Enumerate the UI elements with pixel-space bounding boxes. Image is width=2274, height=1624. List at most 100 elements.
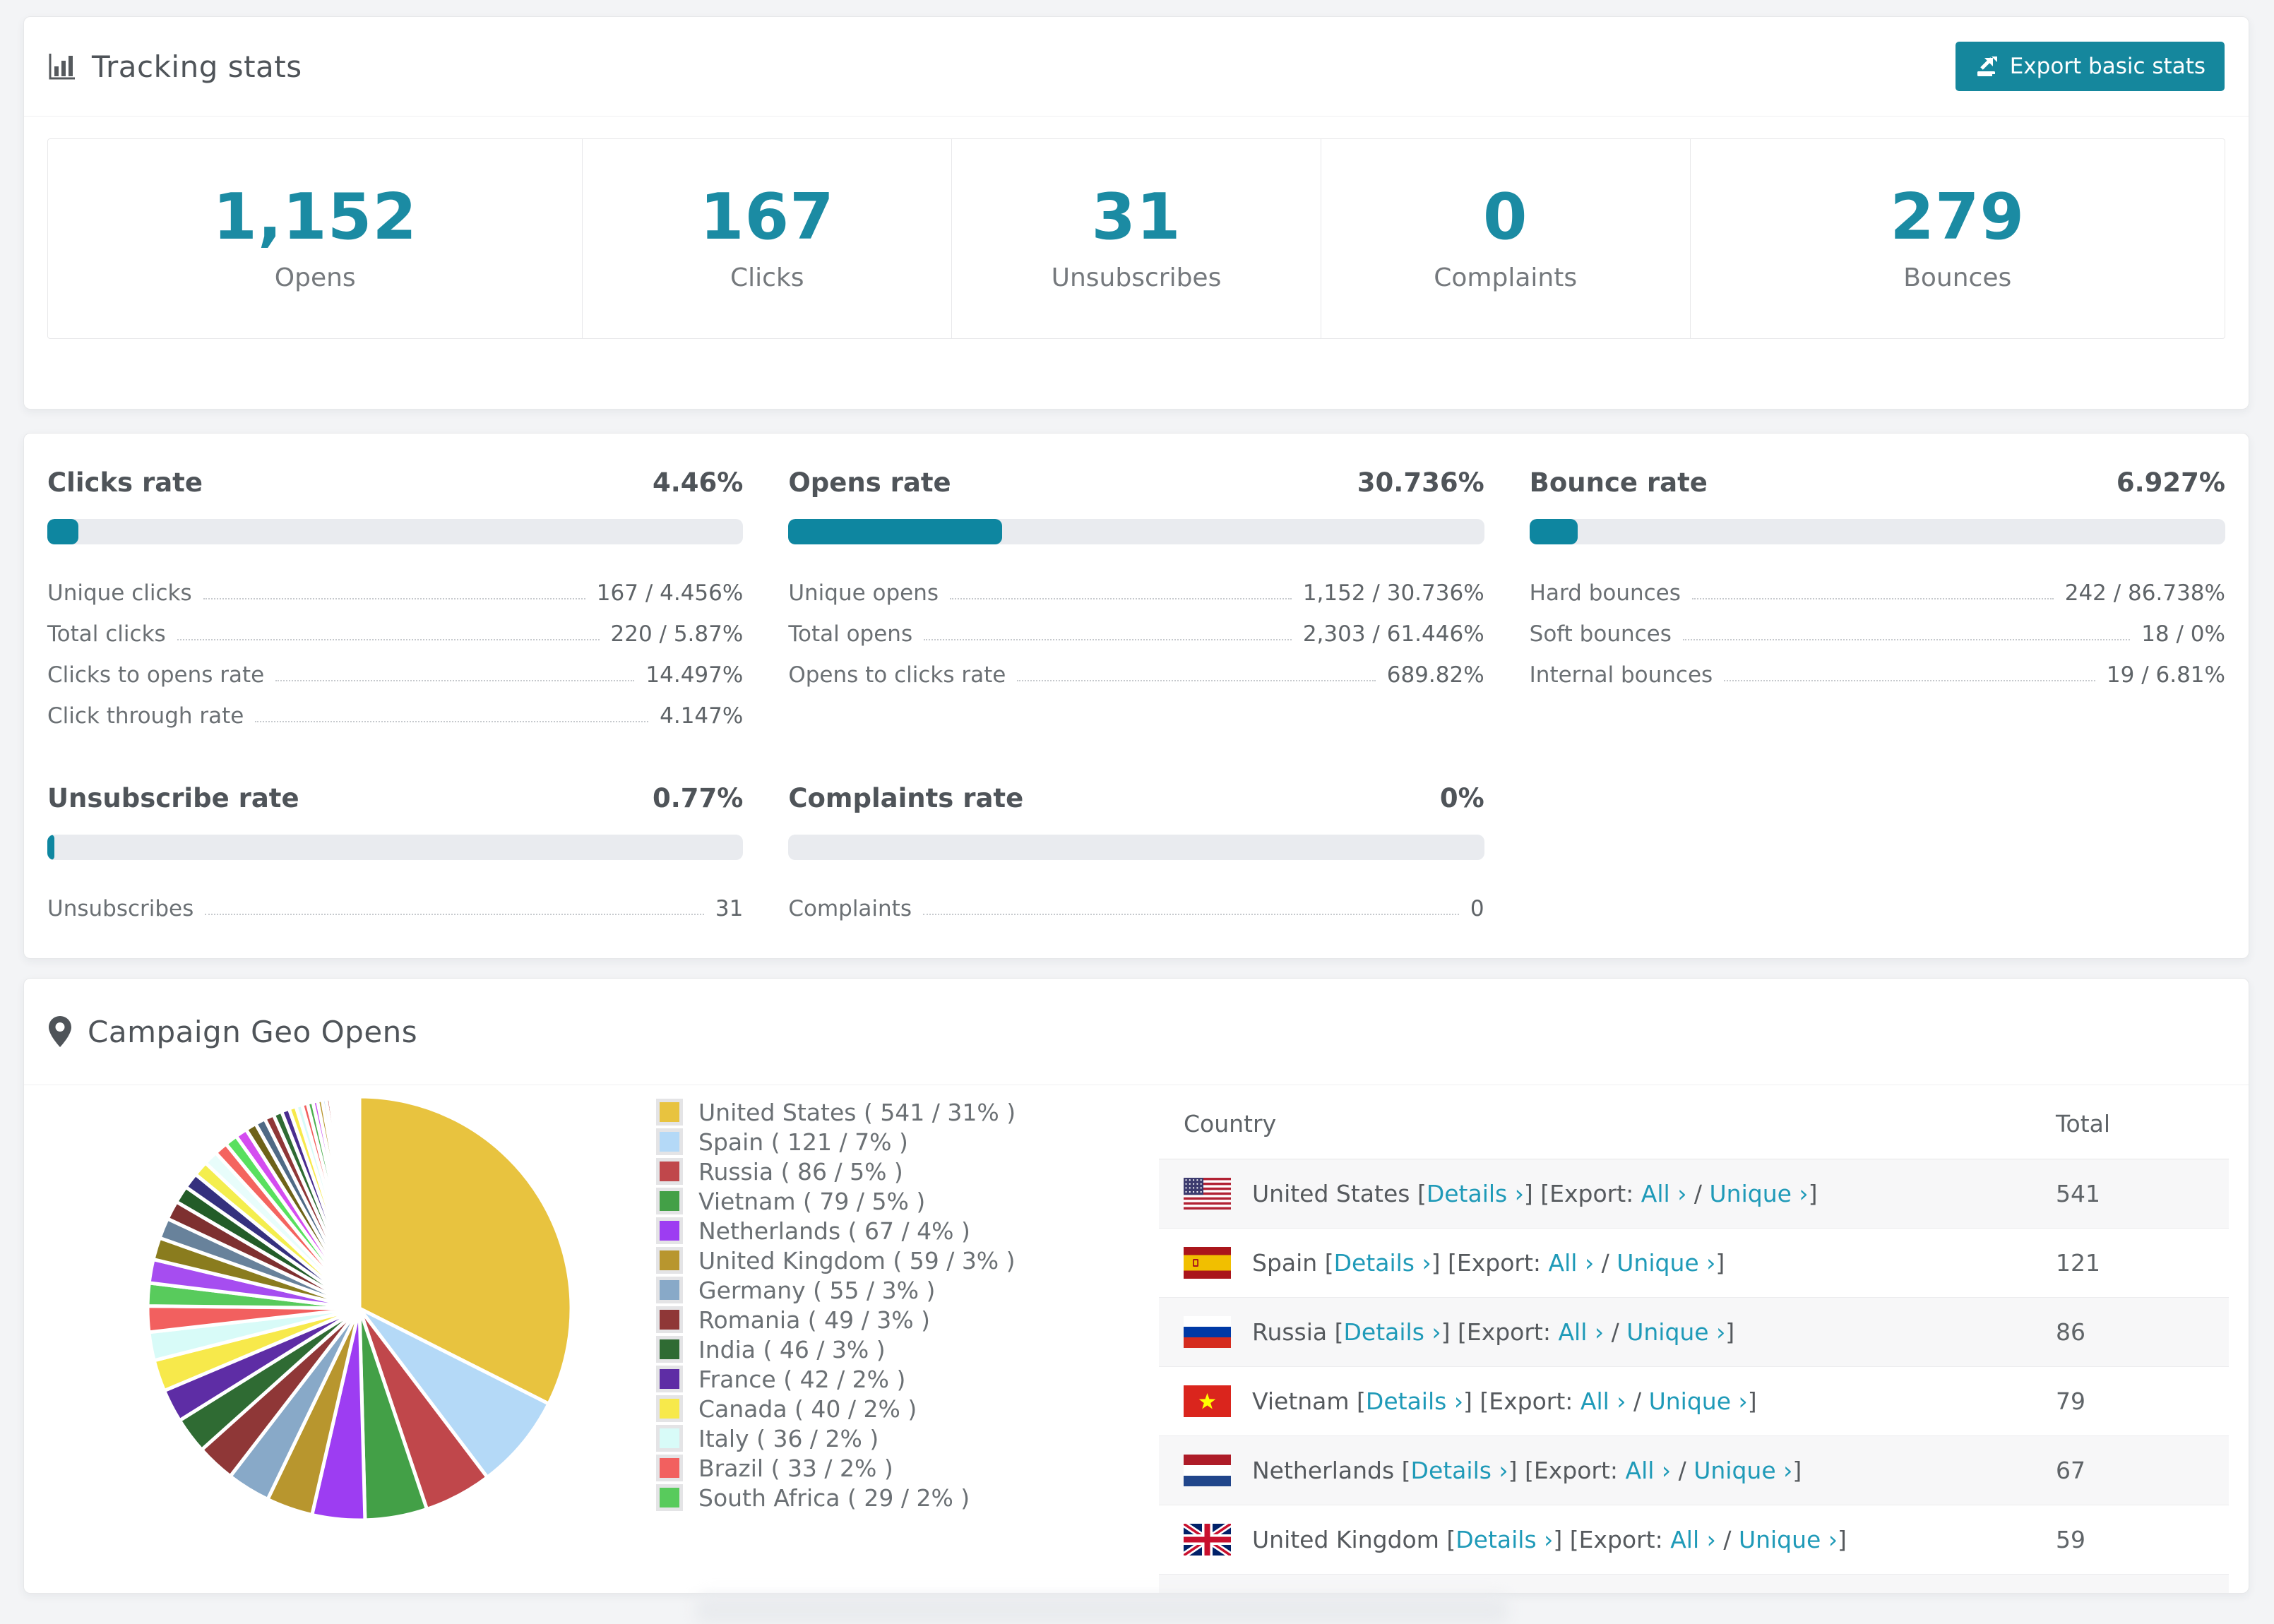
legend-item: Russia ( 86 / 5% ) bbox=[656, 1157, 1016, 1186]
rate-value: 0% bbox=[1439, 783, 1484, 813]
export-unique-link[interactable]: Unique › bbox=[1709, 1180, 1809, 1207]
rate-metric-label: Complaints bbox=[788, 896, 912, 921]
rate-metric-row: Complaints 0 bbox=[788, 888, 1484, 929]
bracket: [ bbox=[1324, 1249, 1334, 1277]
rate-metric-row: Unique clicks 167 / 4.456% bbox=[47, 573, 743, 614]
rate-block-bounce-rate: Bounce rate 6.927% Hard bounces 242 / 86.73… bbox=[1529, 467, 2225, 736]
rate-metric-value: 1,152 / 30.736% bbox=[1302, 580, 1484, 606]
rate-block-header: Bounce rate 6.927% bbox=[1530, 467, 2225, 498]
legend-swatch bbox=[656, 1217, 683, 1244]
legend-swatch bbox=[656, 1128, 683, 1155]
legend-label: India ( 46 / 3% ) bbox=[698, 1335, 886, 1363]
export-all-link[interactable]: All › bbox=[1580, 1387, 1626, 1415]
export-basic-stats-button[interactable]: Export basic stats bbox=[1955, 42, 2225, 91]
export-unique-link[interactable]: Unique › bbox=[1648, 1387, 1748, 1415]
dotted-leader bbox=[1691, 598, 2054, 599]
dotted-leader bbox=[950, 598, 1292, 599]
export-unique-link[interactable]: Unique › bbox=[1617, 1249, 1716, 1277]
country-name: Russia bbox=[1252, 1318, 1335, 1346]
bracket: [ bbox=[1334, 1318, 1344, 1346]
stat-card-complaints: 0 Complaints bbox=[1321, 139, 1691, 338]
rate-metric-row: Soft bounces 18 / 0% bbox=[1530, 614, 2225, 655]
details-link[interactable]: Details › bbox=[1365, 1387, 1464, 1415]
dotted-leader bbox=[924, 639, 1292, 640]
export-unique-link[interactable]: Unique › bbox=[1738, 1526, 1838, 1553]
legend-item: Netherlands ( 67 / 4% ) bbox=[656, 1216, 1016, 1246]
legend-item: United Kingdom ( 59 / 3% ) bbox=[656, 1246, 1016, 1275]
country-cell: United Kingdom [Details ›] [Export: All … bbox=[1252, 1526, 2035, 1553]
rate-metric-value: 220 / 5.87% bbox=[610, 621, 744, 647]
below-fold-shadow bbox=[696, 1596, 1508, 1624]
bracket: [ bbox=[1417, 1180, 1427, 1207]
rates-grid: Clicks rate 4.46% Unique clicks 167 / 4.456… bbox=[24, 434, 2249, 929]
campaign-geo-opens-card: Campaign Geo Opens United States ( 541 /… bbox=[23, 978, 2249, 1594]
country-cell: Netherlands [Details ›] [Export: All › /… bbox=[1252, 1457, 2035, 1484]
bracket: ] bbox=[1747, 1387, 1757, 1415]
geo-table-header: Country Total bbox=[1159, 1088, 2229, 1159]
country-name: Netherlands bbox=[1252, 1457, 1402, 1484]
rate-value: 6.927% bbox=[2116, 467, 2225, 498]
bracket: ] bbox=[1725, 1318, 1735, 1346]
country-total: 121 bbox=[2056, 1249, 2100, 1277]
legend-swatch bbox=[656, 1099, 683, 1126]
legend-item: Canada ( 40 / 2% ) bbox=[656, 1394, 1016, 1423]
rate-metric-label: Total clicks bbox=[47, 621, 166, 647]
legend-label: South Africa ( 29 / 2% ) bbox=[698, 1483, 970, 1512]
dotted-leader bbox=[1017, 680, 1376, 681]
dotted-leader bbox=[1724, 680, 2095, 681]
rate-progress-fill bbox=[1529, 519, 1578, 544]
details-link[interactable]: Details › bbox=[1343, 1318, 1441, 1346]
bracket: ] [Export: bbox=[1553, 1526, 1671, 1553]
rates-card: Clicks rate 4.46% Unique clicks 167 / 4.456… bbox=[23, 433, 2249, 959]
rate-metric-label: Opens to clicks rate bbox=[788, 662, 1006, 688]
legend-label: Germany ( 55 / 3% ) bbox=[698, 1276, 936, 1304]
country-total: 79 bbox=[2056, 1387, 2085, 1415]
slash: / bbox=[1594, 1249, 1617, 1277]
legend-label: Romania ( 49 / 3% ) bbox=[698, 1306, 930, 1334]
rate-metric-row: Total clicks 220 / 5.87% bbox=[47, 614, 743, 655]
rate-metric-value: 242 / 86.738% bbox=[2064, 580, 2225, 606]
legend-swatch bbox=[656, 1277, 683, 1303]
column-country: Country bbox=[1184, 1109, 1277, 1138]
table-row-es: Spain [Details ›] [Export: All › / Uniqu… bbox=[1159, 1229, 2229, 1298]
country-total: 59 bbox=[2056, 1526, 2085, 1553]
export-all-link[interactable]: All › bbox=[1670, 1526, 1716, 1553]
rate-block-unsubscribe-rate: Unsubscribe rate 0.77% Unsubscribes 31 bbox=[47, 783, 744, 929]
geo-table: Country Total United States [Details ›] … bbox=[1159, 1088, 2229, 1593]
details-link[interactable]: Details › bbox=[1333, 1249, 1431, 1277]
bracket: [ bbox=[1446, 1526, 1456, 1553]
rate-title: Complaints rate bbox=[788, 783, 1024, 813]
export-all-link[interactable]: All › bbox=[1641, 1180, 1687, 1207]
stat-card-bounces: 279 Bounces bbox=[1691, 139, 2225, 338]
rate-metric-value: 19 / 6.81% bbox=[2106, 662, 2225, 688]
geo-pie-chart[interactable] bbox=[126, 1075, 593, 1541]
export-all-link[interactable]: All › bbox=[1548, 1249, 1595, 1277]
rate-title: Opens rate bbox=[788, 467, 951, 498]
details-link[interactable]: Details › bbox=[1410, 1457, 1508, 1484]
rate-block-header: Unsubscribe rate 0.77% bbox=[47, 783, 743, 813]
export-unique-link[interactable]: Unique › bbox=[1693, 1457, 1793, 1484]
rate-title: Bounce rate bbox=[1529, 467, 1708, 498]
rate-value: 0.77% bbox=[652, 783, 744, 813]
export-button-label: Export basic stats bbox=[2009, 54, 2205, 79]
legend-swatch bbox=[656, 1247, 683, 1274]
rate-metric-label: Soft bounces bbox=[1529, 621, 1672, 647]
legend-item: France ( 42 / 2% ) bbox=[656, 1364, 1016, 1394]
legend-item: Germany ( 55 / 3% ) bbox=[656, 1275, 1016, 1305]
details-link[interactable]: Details › bbox=[1456, 1526, 1554, 1553]
details-link[interactable]: Details › bbox=[1426, 1180, 1524, 1207]
export-all-link[interactable]: All › bbox=[1558, 1318, 1605, 1346]
country-cell: Russia [Details ›] [Export: All › / Uniq… bbox=[1252, 1318, 2035, 1346]
legend-swatch bbox=[656, 1395, 683, 1422]
country-name: Spain bbox=[1252, 1249, 1325, 1277]
legend-label: United States ( 541 / 31% ) bbox=[698, 1098, 1016, 1126]
rate-metric-value: 167 / 4.456% bbox=[596, 580, 744, 606]
legend-label: Canada ( 40 / 2% ) bbox=[698, 1395, 917, 1423]
legend-swatch bbox=[656, 1158, 683, 1185]
export-all-link[interactable]: All › bbox=[1625, 1457, 1672, 1484]
slash: / bbox=[1686, 1180, 1710, 1207]
dotted-leader bbox=[255, 721, 649, 722]
export-unique-link[interactable]: Unique › bbox=[1626, 1318, 1726, 1346]
rate-block-clicks-rate: Clicks rate 4.46% Unique clicks 167 / 4.456… bbox=[47, 467, 744, 736]
